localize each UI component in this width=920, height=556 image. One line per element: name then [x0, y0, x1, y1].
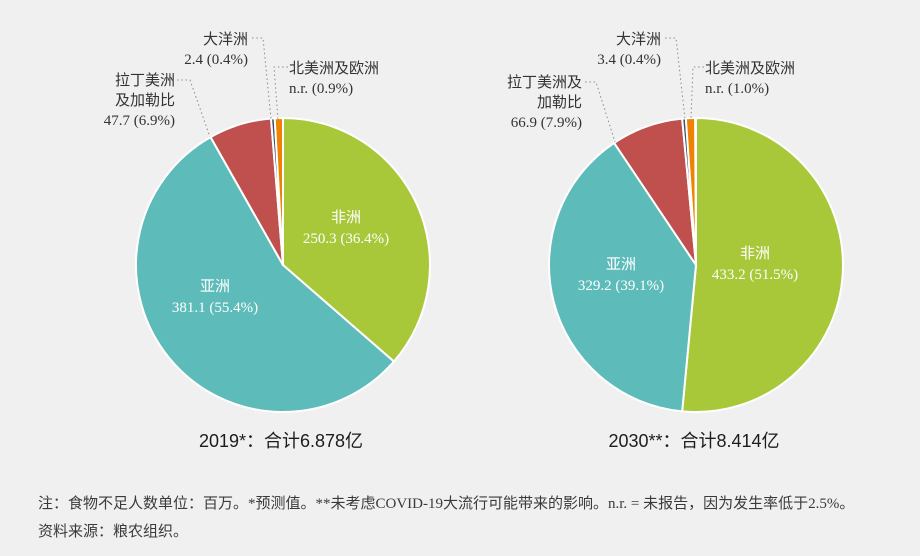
callout-nae-value: n.r. (1.0%)	[705, 81, 770, 97]
slice-label-asia-name: 亚洲	[605, 257, 636, 273]
callout-oceania: 大洋洲 2.4 (0.4%)	[128, 30, 248, 70]
slice-label-africa-name: 非洲	[330, 210, 361, 226]
callout-latin-america-line2: 及加勒比	[114, 93, 175, 109]
slice-label-africa: 非洲 250.3 (36.4%)	[303, 208, 389, 250]
slice-label-asia-name: 亚洲	[199, 279, 230, 295]
callout-nae-line1: 北美洲及欧洲	[705, 61, 796, 77]
leader-line-latin-america	[177, 79, 211, 138]
pie-slice-asia	[135, 136, 395, 413]
slice-label-asia-value: 329.2 (39.1%)	[577, 278, 665, 294]
footnote-source: 资料来源：粮农组织。	[38, 524, 189, 540]
callout-nae-line1: 北美洲及欧洲	[289, 61, 380, 77]
pie-2030-svg	[548, 37, 844, 413]
slice-label-africa: 非洲 433.2 (51.5%)	[712, 244, 798, 286]
callout-latin-america: 拉丁美洲及 加勒比 66.9 (7.9%)	[462, 73, 582, 133]
callout-oceania-value: 3.4 (0.4%)	[597, 52, 661, 68]
pie-slice-northern-america-europe	[684, 117, 697, 266]
callout-latin-america-value: 47.7 (6.9%)	[103, 113, 175, 129]
leader-line-northern-america-europe	[690, 66, 704, 120]
footnote-note: 注：食物不足人数单位：百万。*预测值。**未考虑COVID-19大流行可能带来的…	[38, 496, 855, 512]
callout-latin-america-line1: 拉丁美洲	[114, 73, 175, 89]
leader-line-northern-america-europe	[273, 66, 288, 120]
slice-label-africa-name: 非洲	[739, 246, 770, 262]
pie-slice-northern-america-europe	[273, 116, 284, 266]
callout-latin-america-value: 66.9 (7.9%)	[510, 115, 582, 131]
slice-label-africa-value: 433.2 (51.5%)	[711, 267, 799, 283]
pie-slice-africa	[282, 117, 431, 363]
callout-oceania-value: 2.4 (0.4%)	[184, 52, 248, 68]
callout-latin-america-line1: 拉丁美洲及	[506, 75, 582, 91]
pie-slice-asia	[548, 141, 697, 413]
callout-oceania-line1: 大洋洲	[202, 32, 248, 48]
footnotes: 注：食物不足人数单位：百万。*预测值。**未考虑COVID-19大流行可能带来的…	[38, 490, 854, 546]
slice-label-asia: 亚洲 381.1 (55.4%)	[172, 277, 258, 319]
callout-nae-value: n.r. (0.9%)	[289, 81, 354, 97]
slice-label-asia: 亚洲 329.2 (39.1%)	[578, 255, 664, 297]
leader-line-oceania	[665, 37, 686, 120]
leader-line-oceania	[252, 37, 272, 120]
pie-chart-2030: 非洲 433.2 (51.5%) 亚洲 329.2 (39.1%) 拉丁美洲及 …	[460, 0, 920, 470]
callout-oceania-line1: 大洋洲	[615, 32, 661, 48]
caption-2030-total: 2030**：合计8.414亿	[608, 431, 780, 451]
pie-2019-svg	[135, 37, 431, 413]
caption-2019-total: 2019*：合计6.878亿	[198, 431, 364, 451]
pie-chart-2019: 非洲 250.3 (36.4%) 亚洲 381.1 (55.4%) 拉丁美洲 及…	[0, 0, 460, 470]
callout-oceania: 大洋洲 3.4 (0.4%)	[541, 30, 661, 70]
callout-northern-america-europe: 北美洲及欧洲 n.r. (1.0%)	[705, 59, 795, 99]
slice-label-asia-value: 381.1 (55.4%)	[171, 300, 259, 316]
slice-label-africa-value: 250.3 (36.4%)	[302, 231, 390, 247]
callout-latin-america: 拉丁美洲 及加勒比 47.7 (6.9%)	[55, 71, 175, 131]
leader-line-latin-america	[585, 81, 616, 143]
callout-latin-america-line2: 加勒比	[536, 95, 582, 111]
pie-slice-africa	[681, 117, 844, 413]
callout-northern-america-europe: 北美洲及欧洲 n.r. (0.9%)	[289, 59, 379, 99]
